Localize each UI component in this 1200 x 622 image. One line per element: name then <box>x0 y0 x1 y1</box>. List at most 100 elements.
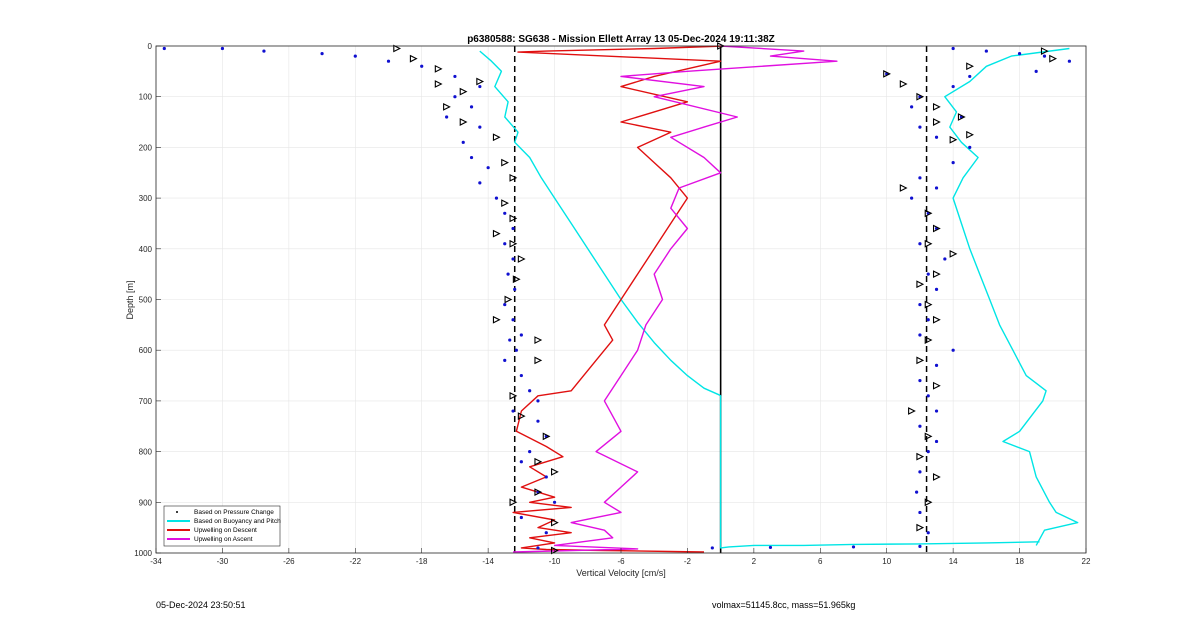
triangle-marker <box>924 498 933 507</box>
pressure-point <box>506 272 510 276</box>
pressure-point <box>453 95 457 99</box>
triangle-marker <box>932 473 941 481</box>
y-tick-label: 300 <box>139 194 153 203</box>
triangle-marker <box>476 77 485 86</box>
triangle-marker <box>924 209 933 218</box>
triangle-marker <box>509 498 518 507</box>
triangle-marker <box>932 270 941 279</box>
pressure-point <box>386 59 391 63</box>
triangle-marker <box>504 295 513 304</box>
pressure-point <box>926 272 930 276</box>
pressure-point <box>918 125 922 129</box>
x-tick-label: -22 <box>350 557 362 566</box>
pressure-point <box>503 302 507 307</box>
pressure-point <box>910 196 914 200</box>
pressure-point <box>508 338 512 342</box>
triangle-marker <box>409 54 418 63</box>
pressure-point <box>469 155 474 160</box>
x-tick-label: 6 <box>818 557 823 566</box>
triangle-marker <box>949 249 958 258</box>
pressure-point <box>262 49 266 53</box>
x-tick-label: 2 <box>752 557 757 566</box>
pressure-point <box>918 242 922 246</box>
y-axis-label: Depth [m] <box>125 280 135 319</box>
pressure-point <box>934 186 939 190</box>
triangle-marker <box>916 280 925 289</box>
legend-swatch-pressure <box>176 511 178 513</box>
pressure-point <box>162 46 166 51</box>
y-tick-label: 900 <box>139 498 153 507</box>
triangle-marker <box>932 315 941 324</box>
legend-item-pressure: Based on Pressure Change <box>176 509 274 516</box>
triangle-marker <box>932 381 941 390</box>
pressure-point <box>536 399 540 403</box>
pressure-point <box>1042 54 1047 58</box>
pressure-point <box>1017 52 1022 56</box>
pressure-point <box>918 302 922 307</box>
triangle-marker <box>883 69 891 78</box>
triangle-marker <box>916 523 925 532</box>
pressure-point <box>478 181 482 185</box>
y-tick-label: 800 <box>139 448 153 457</box>
pressure-point <box>461 140 465 144</box>
pressure-point <box>934 287 939 291</box>
pressure-point <box>851 545 856 549</box>
pressure-point <box>486 166 490 170</box>
pressure-point <box>544 475 548 479</box>
pressure-point <box>918 470 922 474</box>
pressure-point <box>445 115 449 119</box>
triangle-marker <box>924 432 933 441</box>
pressure-point <box>511 409 515 413</box>
legend-label-descent: Upwelling on Descent <box>194 527 257 534</box>
pressure-point <box>220 46 225 51</box>
triangle-marker <box>542 432 551 441</box>
y-tick-label: 400 <box>139 245 153 254</box>
y-tick-label: 200 <box>139 143 153 152</box>
pressure-point <box>511 257 515 261</box>
pressure-point <box>478 84 482 89</box>
pressure-point <box>353 54 357 58</box>
pressure-point <box>519 333 523 337</box>
triangle-marker <box>501 158 509 167</box>
triangle-marker <box>534 457 543 466</box>
triangle-marker <box>1040 47 1049 55</box>
pressure-point <box>552 500 557 504</box>
footer-timestamp: 05-Dec-2024 23:50:51 <box>156 600 246 610</box>
triangle-marker <box>932 224 941 233</box>
pressure-point <box>511 318 515 322</box>
triangle-marker <box>949 135 958 144</box>
triangle-marker <box>916 452 925 461</box>
legend-item-descent: Upwelling on Descent <box>167 527 257 534</box>
legend-label-buoyancy: Based on Buoyancy and Pitch <box>194 518 281 525</box>
y-tick-label: 1000 <box>134 549 152 558</box>
pressure-point <box>514 348 518 352</box>
triangle-marker <box>492 133 501 142</box>
triangle-marker <box>509 214 518 223</box>
pressure-point <box>918 379 922 383</box>
triangle-marker <box>916 92 925 101</box>
pressure-point <box>320 52 324 56</box>
pressure-point <box>926 318 930 322</box>
series-line-based-on-buoyancy-and-pitch <box>479 50 1040 549</box>
triangle-marker <box>509 391 518 400</box>
pressure-point <box>528 450 532 454</box>
pressure-point <box>1034 69 1038 73</box>
y-tick-label: 500 <box>139 296 153 305</box>
pressure-point <box>934 135 939 139</box>
series-line-upwelling-on-ascent <box>513 45 838 553</box>
pressure-point <box>951 161 955 165</box>
pressure-point <box>536 546 540 550</box>
triangle-marker <box>512 275 521 284</box>
pressure-point <box>494 196 499 200</box>
triangle-marker <box>908 407 916 415</box>
pressure-point <box>503 211 507 215</box>
triangle-marker <box>551 518 559 527</box>
series-line-based-on-buoyancy-and-pitch <box>944 47 1079 546</box>
triangle-marker <box>509 239 518 248</box>
pressure-point <box>926 394 930 398</box>
pressure-point <box>918 176 922 180</box>
chart-title: p6380588: SG638 - Mission Ellett Array 1… <box>467 34 775 45</box>
x-tick-label: 14 <box>949 557 958 566</box>
pressure-point <box>934 439 939 444</box>
x-tick-label: -34 <box>150 557 162 566</box>
